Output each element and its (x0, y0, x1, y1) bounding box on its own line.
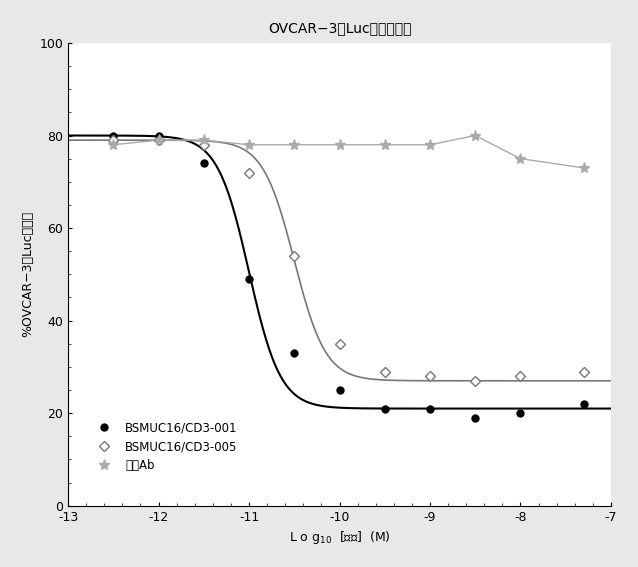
Line: 対照Ab: 対照Ab (108, 130, 590, 174)
対照Ab (245, 141, 253, 148)
BSMUC16/CD3-005 (471, 378, 479, 384)
Y-axis label: %OVCAR−3－Luc生存率: %OVCAR−3－Luc生存率 (21, 211, 34, 337)
BSMUC16/CD3-001 (471, 414, 479, 421)
対照Ab (517, 155, 524, 162)
BSMUC16/CD3-005 (517, 373, 524, 379)
対照Ab (336, 141, 343, 148)
BSMUC16/CD3-001 (426, 405, 434, 412)
Title: OVCAR−3～Luc細胞傷害性: OVCAR−3～Luc細胞傷害性 (268, 21, 412, 35)
対照Ab (290, 141, 298, 148)
Line: BSMUC16/CD3-005: BSMUC16/CD3-005 (110, 137, 587, 384)
BSMUC16/CD3-005 (200, 141, 207, 148)
BSMUC16/CD3-005 (336, 340, 343, 347)
BSMUC16/CD3-001 (110, 132, 117, 139)
Line: BSMUC16/CD3-001: BSMUC16/CD3-001 (110, 132, 587, 421)
BSMUC16/CD3-001 (580, 400, 588, 407)
対照Ab (110, 141, 117, 148)
BSMUC16/CD3-005 (245, 169, 253, 176)
BSMUC16/CD3-005 (110, 137, 117, 143)
X-axis label: L o g$_{1 0}$  [試体]  (M): L o g$_{1 0}$ [試体] (M) (288, 529, 390, 546)
BSMUC16/CD3-001 (155, 132, 163, 139)
BSMUC16/CD3-001 (381, 405, 389, 412)
BSMUC16/CD3-005 (426, 373, 434, 379)
Legend: BSMUC16/CD3-001, BSMUC16/CD3-005, 対照Ab: BSMUC16/CD3-001, BSMUC16/CD3-005, 対照Ab (85, 416, 242, 477)
BSMUC16/CD3-005 (381, 368, 389, 375)
BSMUC16/CD3-005 (290, 252, 298, 259)
BSMUC16/CD3-005 (155, 137, 163, 143)
BSMUC16/CD3-001 (517, 410, 524, 417)
対照Ab (155, 137, 163, 143)
BSMUC16/CD3-005 (580, 368, 588, 375)
対照Ab (200, 137, 207, 143)
BSMUC16/CD3-001 (290, 350, 298, 357)
BSMUC16/CD3-001 (200, 160, 207, 167)
対照Ab (580, 164, 588, 171)
BSMUC16/CD3-001 (245, 276, 253, 282)
BSMUC16/CD3-001 (336, 387, 343, 393)
対照Ab (471, 132, 479, 139)
対照Ab (381, 141, 389, 148)
対照Ab (426, 141, 434, 148)
